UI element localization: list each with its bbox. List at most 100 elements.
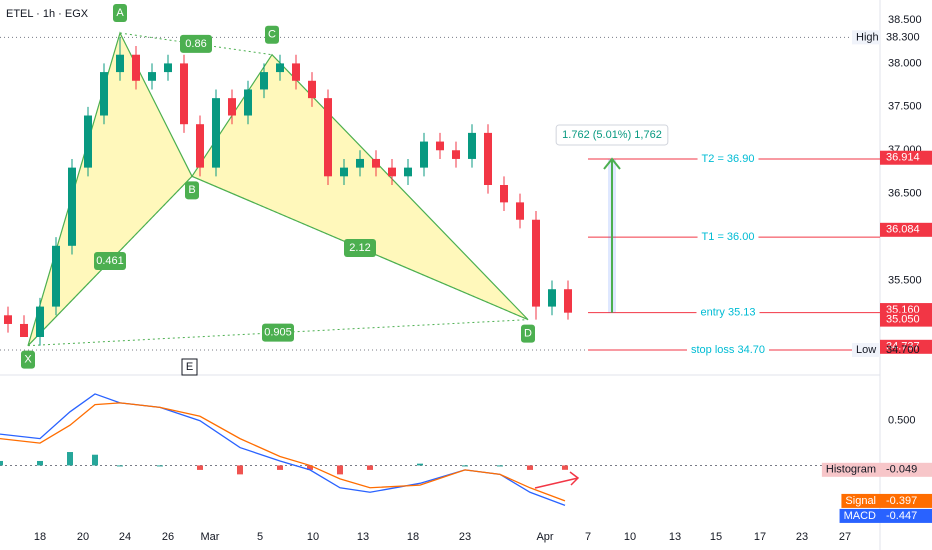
- histogram-bar: [0, 460, 3, 466]
- ratio-label: 0.461: [96, 255, 124, 267]
- price-tag-label: 34.737: [886, 341, 920, 353]
- pattern-dotted-line: [27, 175, 193, 347]
- candle-body: [324, 98, 332, 177]
- x-tick-label: 13: [669, 531, 681, 543]
- level-label-bg: [697, 229, 759, 246]
- point-box: [185, 181, 199, 200]
- candle-body: [20, 323, 28, 337]
- x-tick-label: 26: [162, 531, 174, 543]
- candle-body: [452, 150, 460, 159]
- y-tick-label: 35.500: [888, 274, 922, 286]
- candle-body: [212, 98, 220, 168]
- candle-body: [132, 54, 140, 81]
- level-label-bg: [697, 150, 759, 167]
- candle-body: [4, 315, 12, 324]
- histogram-bar: [417, 463, 423, 466]
- candle-body: [404, 167, 412, 177]
- ratio-label: 0.905: [264, 327, 292, 339]
- earnings-box: [181, 358, 198, 376]
- measure-label: 1.762 (5.01%) 1,762: [562, 129, 662, 141]
- histogram-bar: [117, 465, 123, 467]
- y-tick-label: 0.500: [888, 415, 916, 427]
- candle-body: [244, 89, 252, 116]
- candle-body: [308, 80, 316, 99]
- candle-body: [436, 141, 444, 151]
- y-tick-label: 38.500: [888, 14, 922, 26]
- x-tick-label: 18: [407, 531, 419, 543]
- tag-name-bg: [841, 493, 880, 508]
- x-tick-label: 5: [257, 531, 263, 543]
- histogram-bar: [197, 465, 203, 470]
- candle-body: [260, 72, 268, 90]
- chart-title: ETEL · 1h · EGX: [6, 8, 89, 20]
- price-tag: [880, 312, 932, 327]
- candle-body: [484, 132, 492, 185]
- macd-line: [0, 402, 566, 502]
- measure-arrowhead: [603, 157, 621, 170]
- point-label: D: [524, 328, 532, 340]
- price-tag-label: 36.084: [886, 224, 920, 236]
- candle-body: [500, 185, 508, 203]
- candle-body: [228, 98, 236, 116]
- price-tag-label: 36.914: [886, 152, 920, 164]
- tag-value: -0.049: [886, 464, 917, 476]
- x-tick-label: 15: [710, 531, 722, 543]
- histogram-bar: [497, 465, 503, 467]
- price-tag-label: 35.050: [886, 314, 920, 326]
- candle-body: [420, 141, 428, 168]
- candle-body: [36, 306, 44, 337]
- point-label: X: [24, 354, 32, 366]
- candle-body: [276, 63, 284, 73]
- tag-value-bg: [880, 462, 932, 477]
- price-tag-label: 34.700: [886, 344, 920, 356]
- ratio-box: [180, 34, 212, 53]
- x-tick-label: Mar: [201, 531, 220, 543]
- price-tag-name-bg: [852, 343, 880, 358]
- candle-body: [372, 158, 380, 168]
- candle-body: [468, 132, 476, 159]
- pattern-dotted-line: [191, 175, 529, 321]
- x-tick-label: 23: [459, 531, 471, 543]
- histogram-bar: [367, 465, 373, 470]
- point-label: B: [188, 184, 195, 196]
- histogram-bar: [67, 452, 73, 466]
- candle-body: [532, 219, 540, 307]
- candle-body: [164, 63, 172, 73]
- tag-value: -0.447: [886, 510, 917, 522]
- tag-name-bg: [821, 462, 880, 477]
- candle-body: [564, 289, 572, 313]
- point-box: [113, 4, 127, 23]
- tag-value-bg: [880, 508, 932, 523]
- level-label-bg: [687, 342, 769, 359]
- level-label: entry 35.13: [700, 307, 755, 319]
- point-label: C: [268, 29, 276, 41]
- x-tick-label: 17: [754, 531, 766, 543]
- y-tick-label: 37.500: [888, 101, 922, 113]
- y-tick-label: 38.000: [888, 57, 922, 69]
- candle-body: [292, 63, 300, 81]
- x-tick-label: 23: [796, 531, 808, 543]
- ratio-box: [94, 251, 126, 270]
- level-label-bg: [696, 304, 760, 321]
- tag-name-bg: [839, 508, 880, 523]
- price-tag-name: Low: [856, 344, 876, 356]
- candle-body: [340, 167, 348, 177]
- ratio-box: [262, 323, 294, 342]
- ratio-label: 2.12: [349, 242, 370, 254]
- x-tick-label: 18: [34, 531, 46, 543]
- price-tag: [880, 222, 932, 237]
- price-tag-label: 38.300: [886, 31, 920, 43]
- histogram-bar: [237, 465, 243, 475]
- tag-value: -0.397: [886, 495, 917, 507]
- histogram-bar: [157, 465, 163, 467]
- price-tag: [880, 339, 932, 354]
- measure-box: [555, 124, 669, 146]
- candle-body: [52, 245, 60, 307]
- histogram-bar: [527, 465, 533, 470]
- x-tick-label: 20: [77, 531, 89, 543]
- histogram-bar: [92, 454, 98, 466]
- earnings-marker: E: [186, 361, 193, 373]
- x-tick-label: 7: [585, 531, 591, 543]
